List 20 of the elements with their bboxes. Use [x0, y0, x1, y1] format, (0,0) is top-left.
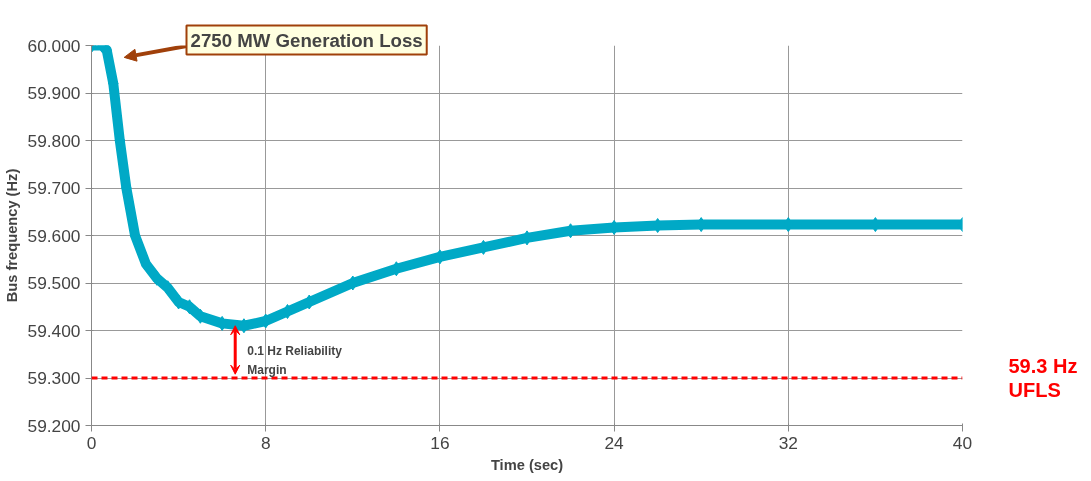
y-tick-label: 59.900 [27, 83, 81, 103]
x-tick-label: 32 [778, 432, 798, 453]
x-axis-title: Time (sec) [490, 456, 564, 473]
x-tick-label: 16 [430, 432, 450, 453]
ref-line-label: 59.3 Hz UFLS [1008, 354, 1078, 402]
y-tick-label: 59.400 [27, 320, 81, 341]
x-tick-label: 24 [604, 432, 625, 453]
x-tick-label: 0 [86, 432, 97, 453]
y-tick-label: 59.600 [27, 225, 81, 246]
y-tick-label: 60.000 [27, 35, 81, 56]
y-tick-label: 59.800 [27, 130, 81, 151]
y-tick-label: 59.200 [27, 415, 81, 436]
y-tick-label: 59.300 [27, 368, 81, 388]
annotation: 0.1 Hz Reliability Margin [247, 343, 343, 378]
x-tick-label: 40 [952, 432, 973, 453]
y-axis-title: Bus frequency (Hz) [3, 168, 20, 303]
y-tick-label: 59.500 [27, 273, 81, 293]
y-tick-label: 59.700 [27, 178, 81, 198]
annotation: 2750 MW Generation Loss [190, 29, 423, 51]
x-tick-label: 8 [260, 432, 271, 453]
